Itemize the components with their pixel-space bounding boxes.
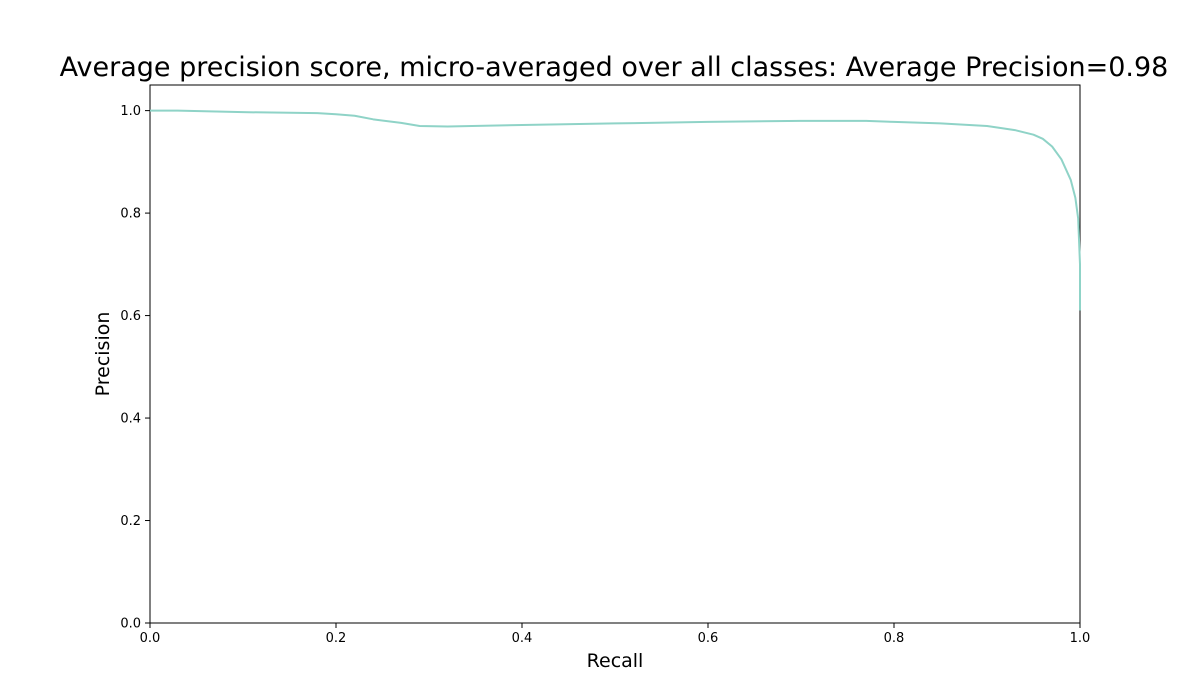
y-tick-label: 0.0 [120,617,141,632]
y-tick-label: 0.8 [120,207,141,222]
x-tick-label: 0.8 [884,631,905,646]
x-tick-label: 1.0 [1070,631,1091,646]
curve-layer [150,109,1081,311]
y-tick-label: 1.0 [120,104,141,119]
y-tick-label: 0.6 [120,309,141,324]
y-tick-label: 0.4 [120,412,141,427]
plot-area: 0.0 0.2 0.4 0.6 0.8 1.0 0.0 0.2 0.4 0.6 0.8 1.0 [120,84,1091,646]
y-tick-label: 0.2 [120,514,141,529]
y-axis-ticks: 0.0 0.2 0.4 0.6 0.8 1.0 [120,104,150,632]
x-tick-label: 0.0 [140,631,161,646]
x-tick-label: 0.4 [512,631,533,646]
plot-frame [149,84,1081,624]
precision-recall-curve [150,109,1081,311]
y-axis-label: Precision [92,312,114,397]
x-axis-ticks: 0.0 0.2 0.4 0.6 0.8 1.0 [140,623,1091,646]
chart-title: Average precision score, micro-averaged … [60,52,1169,83]
x-tick-label: 0.6 [698,631,719,646]
x-axis-label: Recall [587,650,644,672]
x-tick-label: 0.2 [326,631,347,646]
